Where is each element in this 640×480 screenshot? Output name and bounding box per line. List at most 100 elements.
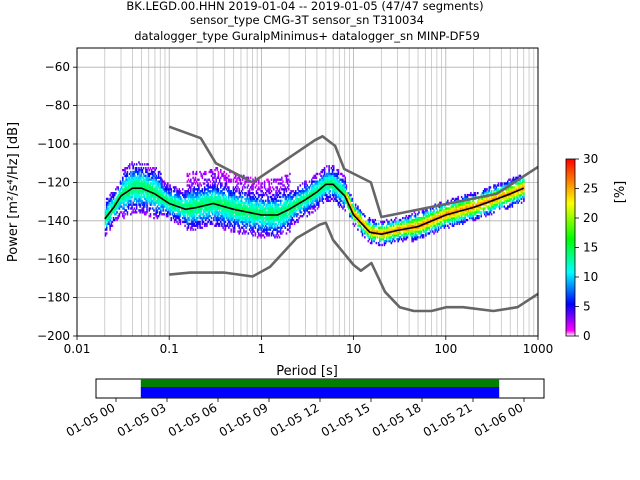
heatmap-cell <box>344 180 347 183</box>
heatmap-cell <box>443 222 446 226</box>
heatmap-cell <box>372 234 374 237</box>
heatmap-cell <box>259 203 261 206</box>
heatmap-cell <box>268 201 270 204</box>
heatmap-cell <box>341 186 343 189</box>
heatmap-cell <box>279 199 282 202</box>
heatmap-cell <box>207 209 209 212</box>
heatmap-cell <box>209 201 212 204</box>
heatmap-cell <box>233 176 236 179</box>
heatmap-cell <box>505 188 508 191</box>
heatmap-cell <box>374 222 376 226</box>
heatmap-cell <box>438 201 441 204</box>
heatmap-cell <box>421 211 424 214</box>
heatmap-cell <box>460 205 463 208</box>
heatmap-cell <box>319 199 321 202</box>
heatmap-cell <box>232 193 235 197</box>
heatmap-cell <box>403 234 405 237</box>
heatmap-cell <box>398 230 401 233</box>
heatmap-cell <box>339 188 342 191</box>
heatmap-cell <box>421 220 424 224</box>
heatmap-cell <box>513 201 516 204</box>
heatmap-cell <box>244 213 246 216</box>
heatmap-cell <box>472 195 474 199</box>
heatmap-cell <box>140 188 143 191</box>
heatmap-cell <box>381 224 383 227</box>
heatmap-cell <box>443 209 446 212</box>
heatmap-cell <box>413 236 416 239</box>
heatmap-cell <box>315 203 318 206</box>
heatmap-cell <box>258 203 260 206</box>
heatmap-cell <box>185 192 187 195</box>
heatmap-cell <box>131 193 133 197</box>
heatmap-cell <box>115 209 117 212</box>
heatmap-cell <box>441 213 443 216</box>
heatmap-cell <box>225 197 228 201</box>
heatmap-cell <box>199 222 201 226</box>
heatmap-cell <box>263 186 266 189</box>
heatmap-cell <box>155 207 158 210</box>
heatmap-cell <box>422 209 425 212</box>
heatmap-cell <box>464 213 466 216</box>
heatmap-cell <box>294 207 297 210</box>
heatmap-cell <box>192 224 194 227</box>
heatmap-cell <box>200 190 202 193</box>
heatmap-cell <box>223 215 226 218</box>
heatmap-cell <box>208 190 211 193</box>
psd-plot: 0.01 0.1 1 10 100 1000 −60−80−100−120−140−160… <box>6 47 553 379</box>
heatmap-cell <box>244 220 246 224</box>
heatmap-cell <box>342 174 344 178</box>
heatmap-cell <box>396 226 398 229</box>
heatmap-cell <box>139 205 141 208</box>
heatmap-cell <box>350 215 352 218</box>
heatmap-cell <box>179 197 182 201</box>
heatmap-cell <box>263 180 266 183</box>
heatmap-cell <box>503 192 506 195</box>
heatmap-cell <box>276 230 279 233</box>
heatmap-cell <box>434 230 436 233</box>
heatmap-cell <box>268 209 270 212</box>
heatmap-cell <box>262 220 265 224</box>
heatmap-cell <box>117 186 119 189</box>
heatmap-cell <box>201 188 204 191</box>
heatmap-cell <box>149 215 152 218</box>
heatmap-cell <box>309 197 312 201</box>
heatmap-cell <box>133 193 136 197</box>
heatmap-cell <box>153 190 155 193</box>
heatmap-cell <box>432 215 434 218</box>
heatmap-cell <box>231 203 234 206</box>
heatmap-cell <box>193 186 196 189</box>
heatmap-cell <box>433 220 435 224</box>
heatmap-cell <box>304 207 306 210</box>
heatmap-cell <box>203 172 206 176</box>
heatmap-cell <box>390 236 393 239</box>
heatmap-cell <box>234 207 237 210</box>
heatmap-cell <box>279 232 282 235</box>
heatmap-cell <box>473 211 476 214</box>
heatmap-cell <box>254 209 257 212</box>
heatmap-cell <box>398 232 401 235</box>
heatmap-cell <box>217 174 220 178</box>
heatmap-cell <box>122 215 124 218</box>
heatmap-cell <box>236 216 238 220</box>
heatmap-cell <box>110 199 113 202</box>
heatmap-cell <box>240 216 243 220</box>
heatmap-cell <box>141 192 144 195</box>
heatmap-cell <box>195 172 198 176</box>
heatmap-cell <box>244 207 246 210</box>
heatmap-cell <box>258 186 260 189</box>
heatmap-cell <box>316 195 319 199</box>
heatmap-cell <box>422 218 425 222</box>
heatmap-cell <box>277 220 280 224</box>
heatmap-cell <box>267 188 269 191</box>
heatmap-cell <box>447 220 449 224</box>
heatmap-cell <box>347 192 350 195</box>
heatmap-cell <box>464 195 466 199</box>
heatmap-cell <box>255 197 258 201</box>
heatmap-cell <box>237 230 239 233</box>
heatmap-cell <box>153 197 155 201</box>
heatmap-cell <box>156 205 159 208</box>
heatmap-cell <box>458 205 461 208</box>
heatmap-cell <box>289 222 291 226</box>
heatmap-cell <box>415 216 418 220</box>
heatmap-cell <box>504 199 507 202</box>
